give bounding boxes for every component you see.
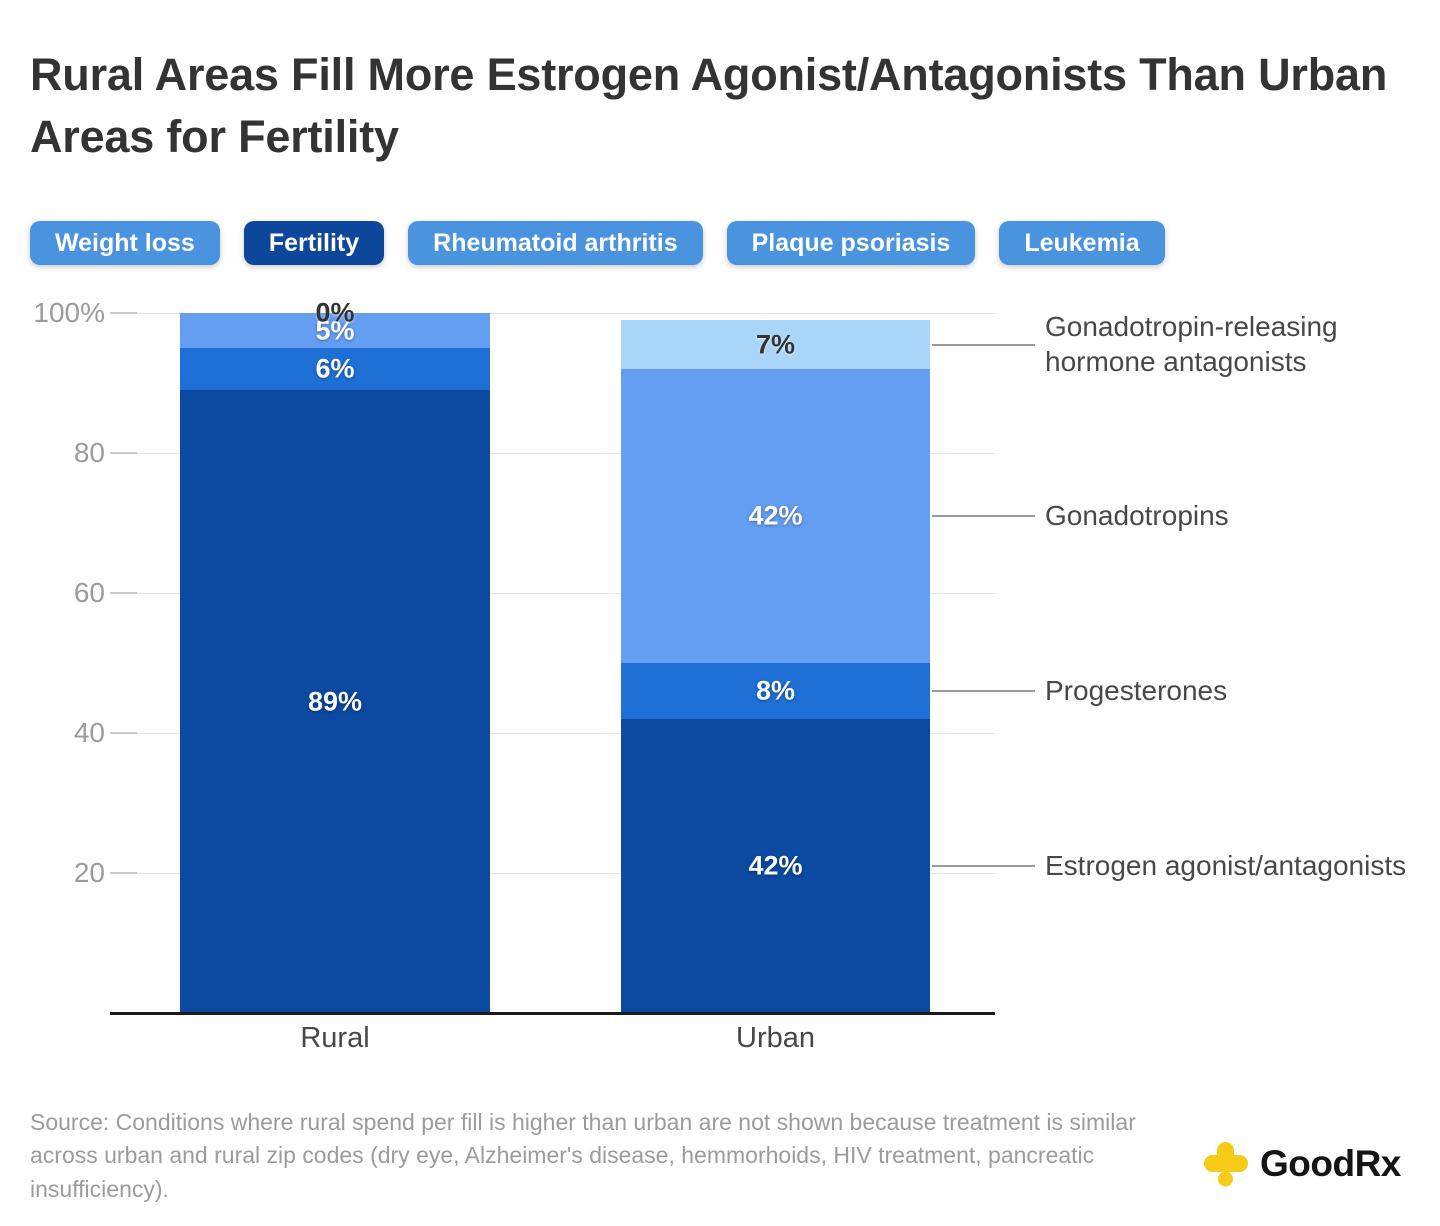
segment-value-label: 42% — [748, 500, 803, 531]
y-tick-label: 20 — [73, 857, 105, 888]
segment-value-label: 89% — [307, 686, 363, 716]
gridline-40 — [110, 732, 995, 734]
bar-segment-progesterones — [621, 663, 930, 719]
segment-value-label: 7% — [755, 329, 796, 359]
callout-line-progesterones — [932, 690, 1035, 692]
category-label-rural: Rural — [300, 1022, 370, 1054]
y-tick-label: 40 — [73, 717, 105, 748]
source-note: Source: Conditions where rural spend per… — [30, 1109, 1136, 1202]
goodrx-cross-icon — [1204, 1142, 1248, 1187]
tab-plaque-psoriasis[interactable]: Plaque psoriasis — [726, 221, 976, 265]
segment-value-label: 8% — [755, 675, 796, 706]
goodrx-wordmark: GoodRx — [1260, 1143, 1401, 1184]
bar-segment-gonadotropins — [621, 369, 930, 663]
goodrx-logo: GoodRx — [1202, 1140, 1401, 1188]
condition-tabs: Weight loss Fertility Rheumatoid arthritis… — [30, 221, 1165, 265]
y-tick-label: 80 — [73, 437, 105, 468]
y-tick-20 — [110, 872, 137, 874]
category-label-urban: Urban — [736, 1022, 815, 1054]
segment-value-label: 0% — [315, 297, 355, 328]
bar-segment-estrogen-agonist-antagonists — [621, 719, 930, 1013]
callout-line-gonadotropins — [932, 515, 1035, 517]
gridline-20 — [110, 872, 995, 874]
gridline-80 — [110, 452, 995, 454]
tab-leukemia[interactable]: Leukemia — [999, 221, 1165, 265]
series-label-gonadotropin-releasing-hormone-antagonists: Gonadotropin-releasing hormone antagonis… — [1045, 310, 1338, 378]
bar-segment-estrogen-agonist-antagonists — [180, 390, 490, 1013]
callout-line-gonadotropin-releasing-hormone-antagonists — [932, 343, 1035, 346]
x-axis-line — [110, 1012, 995, 1015]
tab-weight-loss[interactable]: Weight loss — [30, 221, 220, 265]
y-tick-40 — [110, 732, 137, 734]
gridline-100 — [110, 312, 995, 314]
bar-segment-gonadotropin-releasing-hormone-antagonists — [621, 320, 930, 369]
segment-value-label: 5% — [315, 315, 355, 345]
y-tick-label: 60 — [73, 577, 105, 608]
bar-segment-progesterones — [180, 348, 490, 390]
bar-segment-gonadotropins — [180, 313, 490, 348]
y-tick-60 — [110, 592, 137, 594]
series-label-estrogen-agonist-antagonists: Estrogen agonist/antagonists — [1045, 850, 1407, 882]
series-label-progesterones: Progesterones — [1045, 675, 1228, 707]
y-tick-100 — [110, 312, 137, 314]
segment-value-label: 42% — [748, 850, 803, 881]
tab-fertility[interactable]: Fertility — [243, 221, 385, 265]
gridline-60 — [110, 592, 995, 594]
page-title: Rural Areas Fill More Estrogen Agonist/A… — [30, 49, 1388, 163]
segment-value-label: 6% — [315, 353, 355, 384]
y-tick-label: 100% — [33, 297, 105, 328]
series-label-gonadotropins: Gonadotropins — [1045, 500, 1229, 532]
callout-line-estrogen-agonist-antagonists — [932, 865, 1035, 867]
y-tick-80 — [110, 452, 137, 454]
tab-rheumatoid-arthritis[interactable]: Rheumatoid arthritis — [408, 221, 703, 265]
